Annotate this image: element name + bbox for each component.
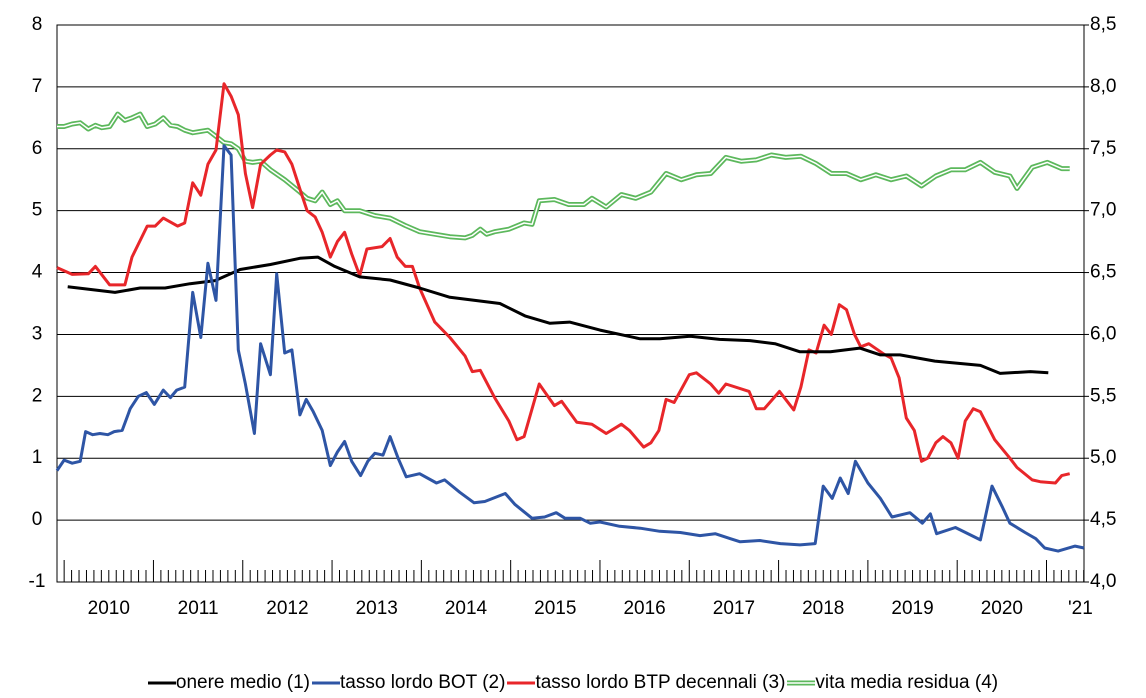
y-tick-label: 3 [32, 323, 43, 344]
legend-label: onere medio (1) [175, 672, 311, 693]
plot-frame [56, 24, 1085, 583]
x-tick-label: 2016 [623, 598, 665, 619]
legend-label: tasso lordo BOT (2) [340, 672, 506, 693]
y2-tick-label: 5,0 [1090, 447, 1116, 468]
legend-swatch [507, 681, 536, 685]
x-tick-label: 2014 [445, 598, 488, 619]
legend: onere medio (1) tasso lordo BOT (2) tasso … [0, 672, 1146, 694]
x-tick-label: 2011 [178, 598, 219, 619]
y-tick-label: 1 [32, 447, 43, 468]
y2-tick-label: 4,5 [1090, 509, 1116, 530]
legend-item: onere medio (1) [147, 672, 311, 694]
legend-item: tasso lordo BTP decennali (3) [507, 672, 785, 694]
x-tick-label: '21 [1068, 598, 1093, 619]
legend-label: vita media residua (4) [815, 672, 999, 693]
x-tick-label: 2013 [356, 598, 398, 619]
y2-tick-label: 6,0 [1090, 323, 1116, 344]
y2-tick-label: 6,5 [1090, 262, 1116, 283]
legend-swatch [147, 681, 176, 685]
y-tick-label: 2 [32, 385, 43, 406]
series-line [57, 111, 1070, 241]
y2-tick-label: 7,5 [1090, 138, 1116, 159]
y-tick-label: 8 [32, 14, 43, 35]
series-line [56, 82, 1071, 485]
y-tick-label: 7 [32, 76, 43, 97]
legend-item: tasso lordo BOT (2) [312, 672, 505, 694]
x-tick-label: 2010 [88, 598, 130, 619]
y2-tick-label: 4,0 [1090, 571, 1116, 592]
series-line [67, 255, 1049, 375]
y2-tick-label: 5,5 [1090, 385, 1116, 406]
x-tick-label: 2018 [802, 598, 844, 619]
y-tick-label: 4 [32, 262, 43, 283]
y2-tick-label: 8,5 [1090, 14, 1116, 35]
legend-swatch [787, 680, 816, 686]
series-line [55, 144, 1085, 553]
y2-tick-label: 8,0 [1090, 76, 1116, 97]
chart: -1 0 1 2 3 4 5 6 7 8 4,0 4,5 5,0 5,5 6,0 6,5 7,0 7,5 8,0 8,… [29, 14, 1117, 619]
x-tick-label: 2012 [266, 598, 308, 619]
y-tick-label: 5 [32, 200, 43, 221]
y2-tick-label: 7,0 [1090, 200, 1116, 221]
x-tick-label: 2017 [713, 598, 755, 619]
y-tick-label: 0 [32, 509, 43, 530]
x-tick-label: 2015 [534, 598, 576, 619]
legend-item: vita media residua (4) [787, 672, 998, 694]
y-tick-label: 6 [32, 138, 43, 159]
x-tick-label: 2019 [891, 598, 933, 619]
x-tick-label: 2020 [981, 598, 1023, 619]
y-tick-label: -1 [29, 571, 46, 592]
legend-swatch [312, 681, 341, 685]
series-line-inner [57, 113, 1070, 239]
legend-label: tasso lordo BTP decennali (3) [535, 672, 786, 693]
